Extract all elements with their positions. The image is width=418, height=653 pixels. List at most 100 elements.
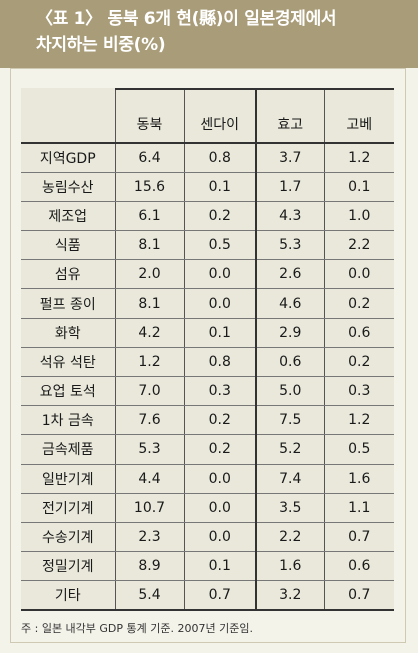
kobe-value: 0.7 xyxy=(323,522,394,553)
tohoku-value: 2.3 xyxy=(114,522,184,553)
sendai-value: 0.0 xyxy=(183,493,256,523)
data-table: 동북 센다이 효고 고베 지역GDP 6.4 0.8 3.7 1.2 농림수산 15.6 0.… xyxy=(21,88,394,612)
tohoku-value: 6.1 xyxy=(114,201,184,232)
table-row: 석유 석탄 1.2 0.8 0.6 0.2 xyxy=(21,347,394,378)
header-cell-blank xyxy=(21,89,115,144)
kobe-value: 0.2 xyxy=(323,347,394,378)
table-row: 요업 토석 7.0 0.3 5.0 0.3 xyxy=(21,376,394,407)
row-label: 전기기계 xyxy=(21,493,115,523)
tohoku-value: 15.6 xyxy=(114,172,184,202)
sendai-value: 0.0 xyxy=(183,288,256,319)
sendai-value: 0.8 xyxy=(183,143,256,173)
table-row: 펄프 종이 8.1 0.0 4.6 0.2 xyxy=(21,288,394,319)
row-label: 석유 석탄 xyxy=(21,347,115,378)
row-label: 금속제품 xyxy=(21,434,115,465)
title-line-1: 〈표 1〉 동북 6개 현(縣)이 일본경제에서 xyxy=(36,9,337,29)
tohoku-value: 1.2 xyxy=(114,347,184,378)
tohoku-value: 4.2 xyxy=(114,318,184,348)
kobe-value: 0.7 xyxy=(323,580,394,612)
title-line-2: 차지하는 비중(%) xyxy=(36,35,166,55)
sendai-value: 0.1 xyxy=(183,551,256,582)
row-label: 지역GDP xyxy=(21,143,115,173)
hyogo-value: 1.6 xyxy=(255,551,324,582)
hyogo-value: 3.2 xyxy=(255,580,324,612)
kobe-value: 0.1 xyxy=(323,172,394,202)
tohoku-value: 6.4 xyxy=(114,143,184,173)
tohoku-value: 5.3 xyxy=(114,434,184,465)
table-note: 주 : 일본 내각부 GDP 통계 기준. 2007년 기준임. xyxy=(21,622,253,635)
hyogo-value: 3.5 xyxy=(255,493,324,523)
sendai-value: 0.1 xyxy=(183,318,256,348)
row-label: 섬유 xyxy=(21,259,115,290)
sendai-value: 0.3 xyxy=(183,376,256,407)
tohoku-value: 4.4 xyxy=(114,464,184,494)
kobe-value: 1.6 xyxy=(323,464,394,494)
hyogo-value: 5.2 xyxy=(255,434,324,465)
hyogo-value: 1.7 xyxy=(255,172,324,202)
table-row: 1차 금속 7.6 0.2 7.5 1.2 xyxy=(21,405,394,436)
table-title: 〈표 1〉 동북 6개 현(縣)이 일본경제에서 차지하는 비중(%) xyxy=(0,0,418,68)
table-row: 정밀기계 8.9 0.1 1.6 0.6 xyxy=(21,551,394,582)
table-body: 지역GDP 6.4 0.8 3.7 1.2 농림수산 15.6 0.1 1.7 0.1 제조업 6.1… xyxy=(21,143,394,612)
header-cell-kobe: 고베 xyxy=(323,88,394,144)
table-row: 전기기계 10.7 0.0 3.5 1.1 xyxy=(21,493,394,523)
table-row: 금속제품 5.3 0.2 5.2 0.5 xyxy=(21,434,394,465)
table-header-row: 동북 센다이 효고 고베 xyxy=(21,88,394,144)
sendai-value: 0.8 xyxy=(183,347,256,378)
header-cell-hyogo: 효고 xyxy=(255,88,324,144)
tohoku-value: 2.0 xyxy=(114,259,184,290)
header-cell-tohoku: 동북 xyxy=(114,88,184,144)
sendai-value: 0.7 xyxy=(183,580,256,612)
tohoku-value: 8.1 xyxy=(114,230,184,261)
table-row: 식품 8.1 0.5 5.3 2.2 xyxy=(21,230,394,261)
header-cell-sendai: 센다이 xyxy=(183,88,256,144)
sendai-value: 0.0 xyxy=(183,259,256,290)
table-row: 제조업 6.1 0.2 4.3 1.0 xyxy=(21,201,394,232)
kobe-value: 1.0 xyxy=(323,201,394,232)
kobe-value: 0.3 xyxy=(323,376,394,407)
kobe-value: 0.5 xyxy=(323,434,394,465)
sendai-value: 0.0 xyxy=(183,464,256,494)
hyogo-value: 5.0 xyxy=(255,376,324,407)
tohoku-value: 5.4 xyxy=(114,580,184,612)
kobe-value: 1.2 xyxy=(323,405,394,436)
kobe-value: 1.2 xyxy=(323,143,394,173)
sendai-value: 0.5 xyxy=(183,230,256,261)
tohoku-value: 8.1 xyxy=(114,288,184,319)
table-row: 일반기계 4.4 0.0 7.4 1.6 xyxy=(21,464,394,494)
row-label: 농림수산 xyxy=(21,172,115,202)
row-label: 정밀기계 xyxy=(21,551,115,582)
sendai-value: 0.1 xyxy=(183,172,256,202)
row-label: 1차 금속 xyxy=(21,405,115,436)
table-row: 수송기계 2.3 0.0 2.2 0.7 xyxy=(21,522,394,553)
sendai-value: 0.0 xyxy=(183,522,256,553)
row-label: 식품 xyxy=(21,230,115,261)
tohoku-value: 7.0 xyxy=(114,376,184,407)
table-row: 농림수산 15.6 0.1 1.7 0.1 xyxy=(21,172,394,202)
row-label: 펄프 종이 xyxy=(21,288,115,319)
sendai-value: 0.2 xyxy=(183,405,256,436)
hyogo-value: 2.2 xyxy=(255,522,324,553)
kobe-value: 1.1 xyxy=(323,493,394,523)
hyogo-value: 7.5 xyxy=(255,405,324,436)
hyogo-value: 0.6 xyxy=(255,347,324,378)
row-label: 수송기계 xyxy=(21,522,115,553)
kobe-value: 0.6 xyxy=(323,318,394,348)
tohoku-value: 8.9 xyxy=(114,551,184,582)
hyogo-value: 4.6 xyxy=(255,288,324,319)
row-label: 요업 토석 xyxy=(21,376,115,407)
tohoku-value: 7.6 xyxy=(114,405,184,436)
hyogo-value: 3.7 xyxy=(255,143,324,173)
row-label: 제조업 xyxy=(21,201,115,232)
sendai-value: 0.2 xyxy=(183,201,256,232)
hyogo-value: 7.4 xyxy=(255,464,324,494)
hyogo-value: 2.6 xyxy=(255,259,324,290)
tohoku-value: 10.7 xyxy=(114,493,184,523)
row-label: 기타 xyxy=(21,580,115,612)
kobe-value: 0.0 xyxy=(323,259,394,290)
sendai-value: 0.2 xyxy=(183,434,256,465)
kobe-value: 2.2 xyxy=(323,230,394,261)
row-label: 화학 xyxy=(21,318,115,348)
hyogo-value: 5.3 xyxy=(255,230,324,261)
table-row: 기타 5.4 0.7 3.2 0.7 xyxy=(21,580,394,612)
